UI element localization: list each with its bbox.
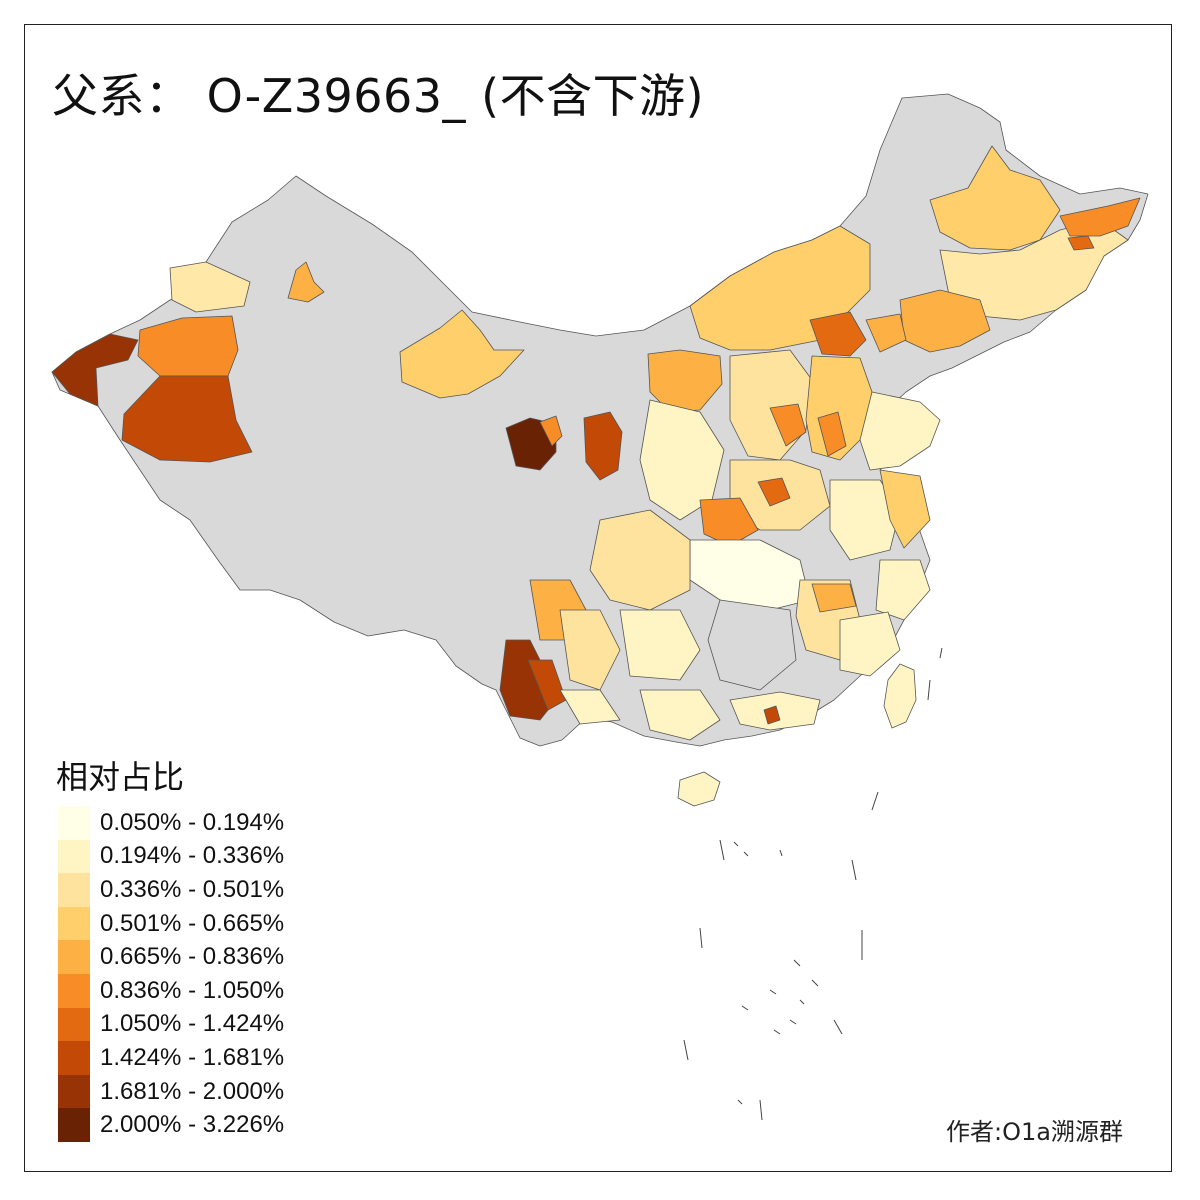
legend-label: 1.050% - 1.424% [100,1010,285,1038]
legend-label: 2.000% - 3.226% [100,1111,285,1139]
legend-item: 0.501% - 0.665% [58,906,285,941]
legend-swatch [58,1108,90,1142]
region-liaoning [899,289,991,353]
region-kizilsu [51,333,139,407]
author-credit: 作者:O1a溯源群 [946,1118,1123,1146]
region-heilongjiang [929,145,1061,251]
legend-label: 0.836% - 1.050% [100,976,285,1004]
legend-label: 0.665% - 0.836% [100,943,285,971]
legend-item: 0.336% - 0.501% [58,873,284,907]
legend-swatch [58,1074,90,1109]
legend-item: 0.836% - 1.050% [58,973,285,1008]
region-tacheng [287,261,325,303]
region-shandong [859,391,941,471]
region-guangzhou [763,705,781,725]
legend: 0.050% - 0.194% 0.194% - 0.336% 0.336% -… [58,806,284,1142]
region-hebei-north [809,311,867,357]
region-jiangsu [879,469,931,549]
region-guizhou [619,609,701,681]
legend-swatch [58,839,90,874]
legend-item: 0.050% - 0.194% [58,806,284,840]
legend-label: 0.050% - 0.194% [100,808,285,836]
region-beijing-tianjin [865,313,907,353]
legend-item: 1.424% - 1.681% [58,1041,284,1075]
region-shanxi-taiyuan [769,403,807,447]
map-frame [24,24,1172,1172]
legend-item: 0.665% - 0.836% [58,940,284,974]
legend-swatch [58,906,90,941]
legend-label: 1.424% - 1.681% [100,1043,285,1071]
region-dingxi [539,415,563,447]
legend-item: 1.681% - 2.000% [58,1074,285,1109]
hainan-island [677,771,721,807]
legend-label: 0.501% - 0.665% [100,909,285,937]
region-linxia [583,411,623,481]
region-nanyang [699,497,759,547]
legend-swatch [58,973,90,1008]
region-fujian [839,611,901,677]
region-aksu [137,315,239,377]
legend-title: 相对占比 [56,758,185,796]
nine-dash-line [683,647,943,1121]
legend-label: 1.681% - 2.000% [100,1077,285,1105]
region-henan-zhengzhou [757,477,791,507]
region-anhui [829,479,901,561]
region-sichuan-east [589,509,691,611]
legend-swatch [58,873,90,907]
region-hotan [121,375,253,463]
region-yunnan-north [559,609,621,691]
south-china-sea-islets [733,841,819,1105]
legend-label: 0.336% - 0.501% [100,875,285,903]
map-title: 父系： O-Z39663_ (不含下游) [52,69,705,123]
legend-swatch [58,940,90,974]
region-zhejiang [875,559,931,621]
region-shaanxi [639,399,725,521]
legend-swatch [58,806,90,840]
region-haixi [505,417,557,471]
taiwan-island [883,663,917,729]
region-guangxi [639,689,721,741]
legend-item: 0.194% - 0.336% [58,839,285,874]
legend-label: 0.194% - 0.336% [100,842,285,870]
region-ili [169,261,251,313]
region-yunnan-south [559,689,621,725]
legend-item: 1.050% - 1.424% [58,1007,285,1042]
region-ordos [647,349,723,413]
region-hubei [689,539,811,611]
legend-item: 2.000% - 3.226% [58,1108,284,1142]
region-jiangxi-north [811,583,857,613]
region-hami [399,309,525,399]
region-hebei-south [817,411,847,457]
legend-swatch [58,1007,90,1042]
legend-swatch [58,1041,90,1075]
region-hunan [707,599,797,691]
region-mudanjiang [1059,197,1141,237]
region-jixi [1067,235,1095,251]
